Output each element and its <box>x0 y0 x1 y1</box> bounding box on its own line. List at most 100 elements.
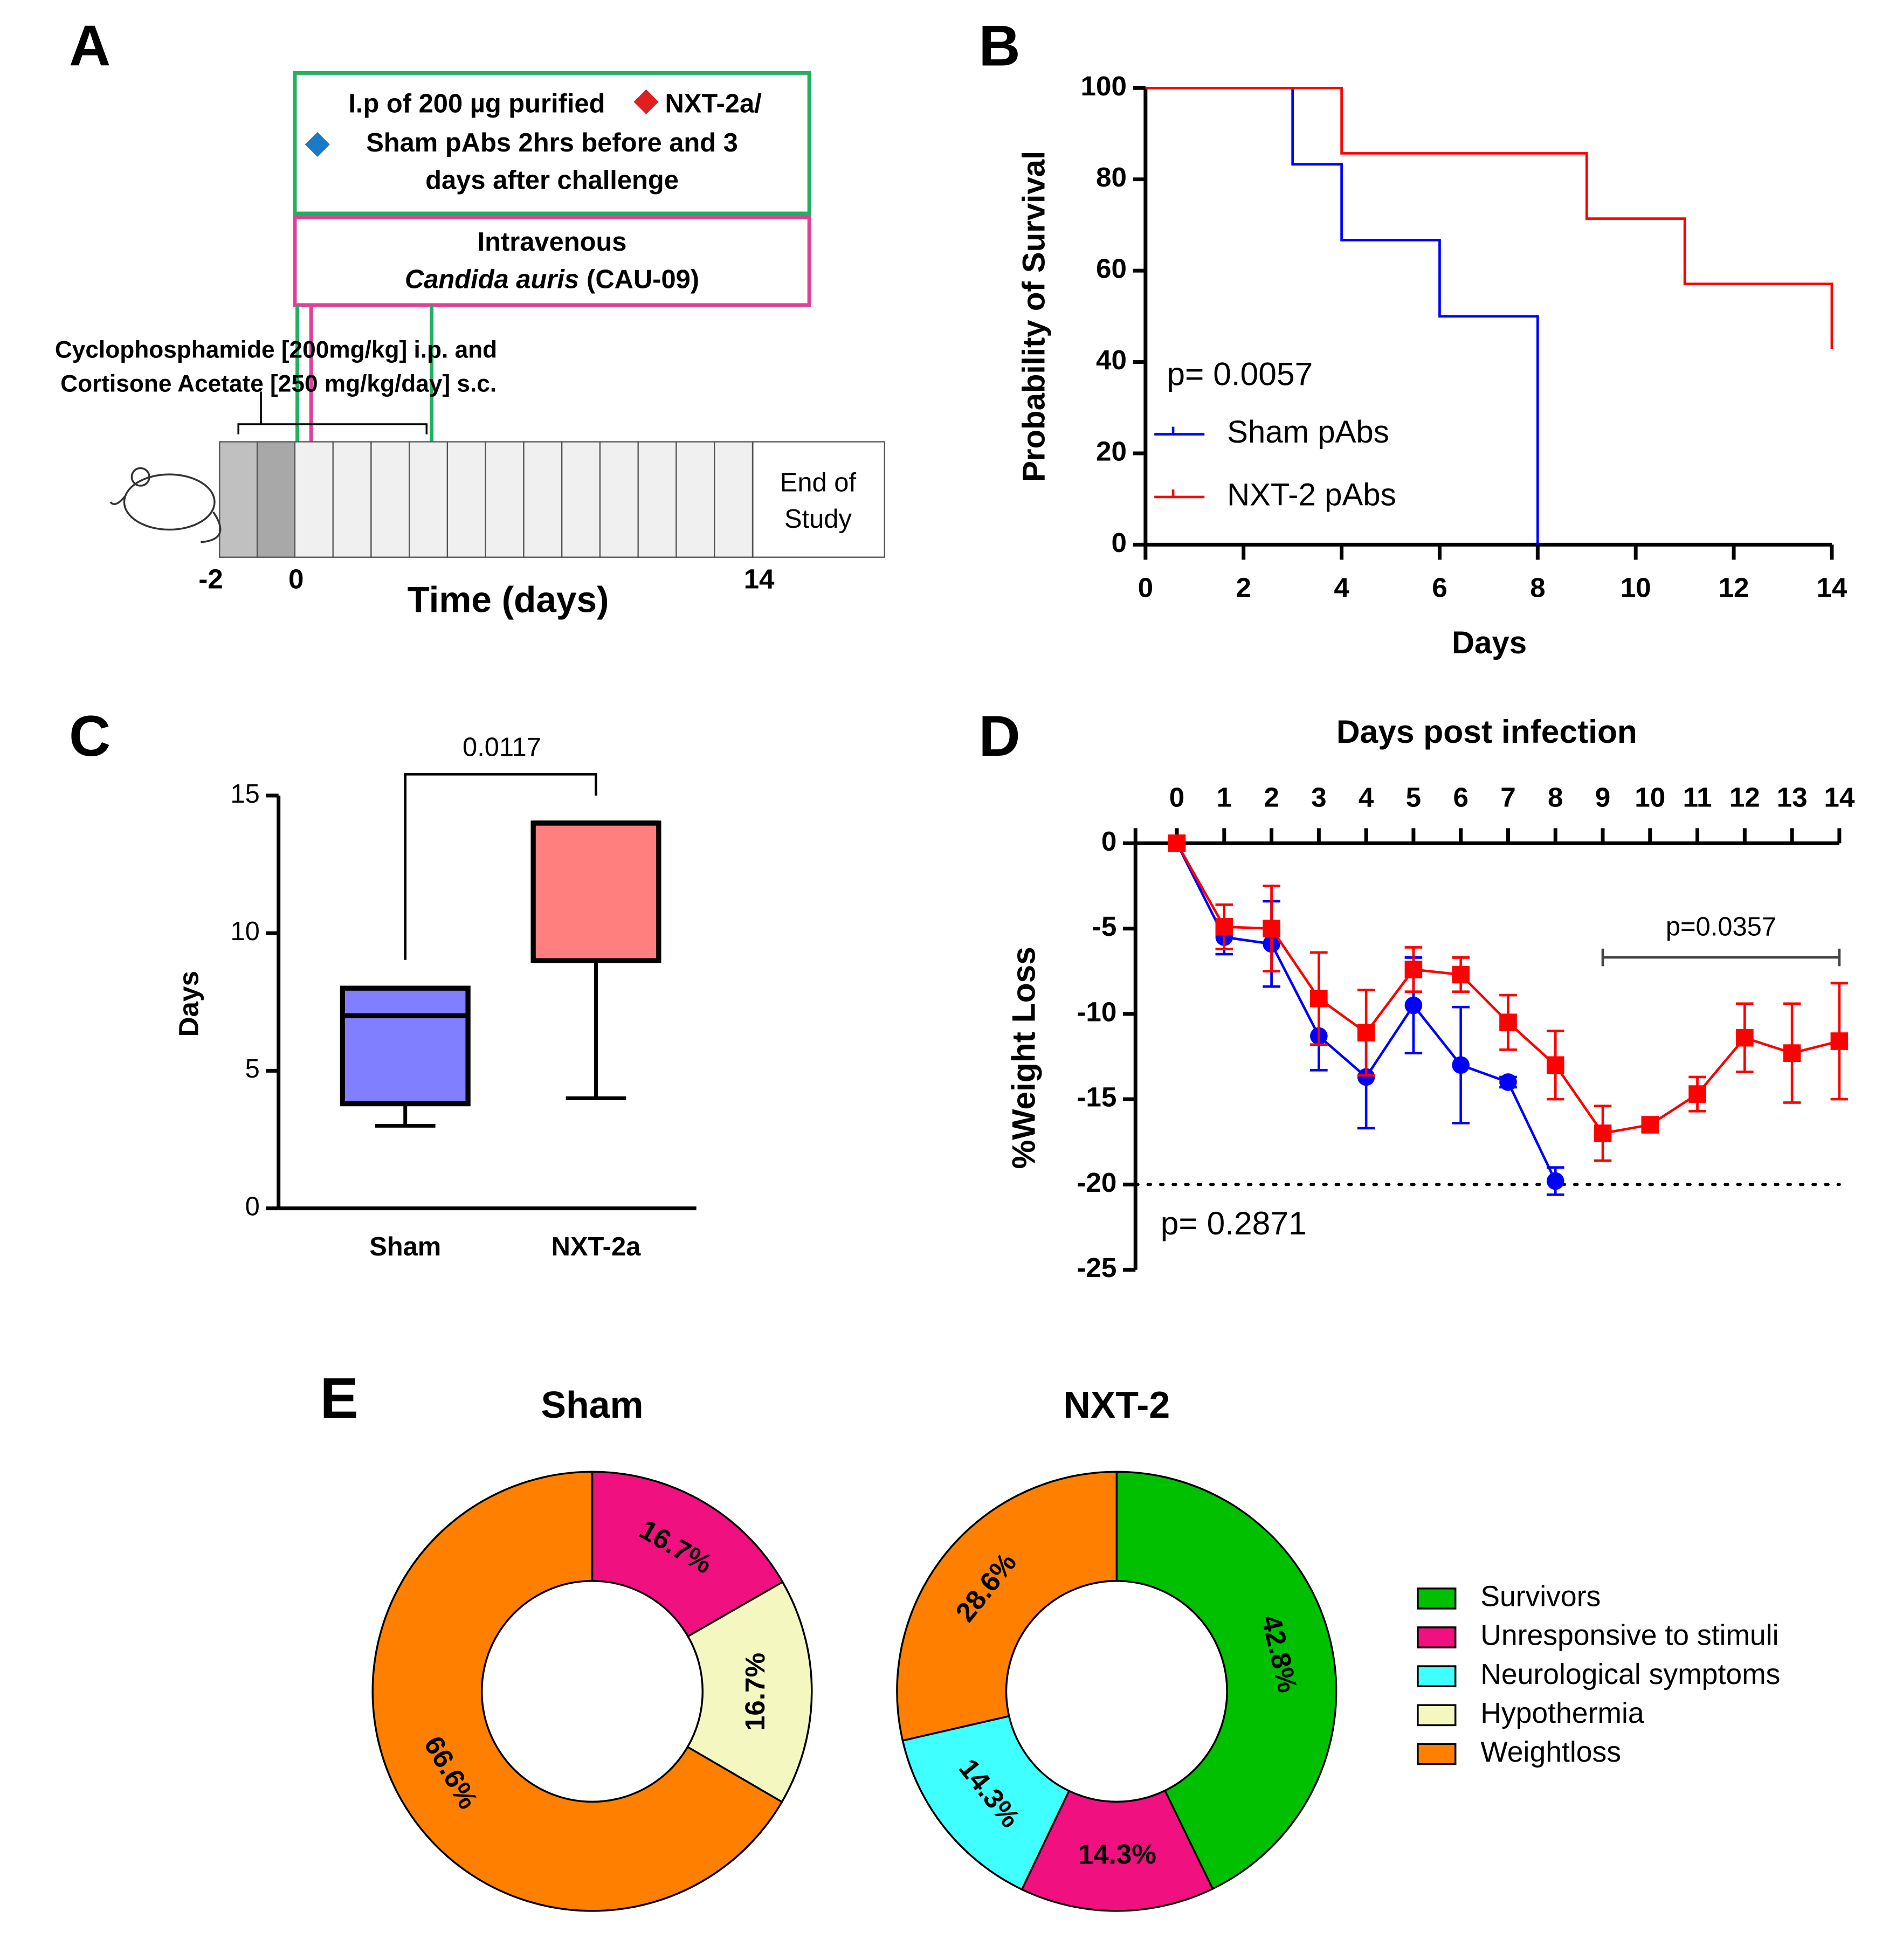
x-tick-label: 0 <box>1138 572 1153 603</box>
x-tick-label: 9 <box>1595 782 1610 812</box>
x-tick-label: 14 <box>1816 572 1847 603</box>
y-tick-label: 15 <box>230 779 259 809</box>
blue-diamond <box>305 132 330 157</box>
panel-label: C <box>69 703 111 768</box>
legend-label: NXT-2 pAbs <box>1227 477 1396 512</box>
y-tick-label: -20 <box>1077 1167 1116 1198</box>
slice-label: 14.3% <box>1078 1839 1156 1869</box>
donut-slice <box>1021 1789 1214 1912</box>
y-axis-label: %Weight Loss <box>1005 947 1042 1169</box>
cell <box>409 441 449 558</box>
legend-label: Hypothermia <box>1480 1697 1644 1729</box>
marker <box>1404 961 1423 978</box>
survival-line <box>1145 86 1539 545</box>
y-tick-label: 20 <box>1096 436 1127 467</box>
donut-title: NXT-2 <box>1063 1384 1170 1426</box>
x-tick-label: 7 <box>1500 782 1515 812</box>
y-tick-label: 5 <box>245 1054 260 1083</box>
donut-slice <box>371 1471 783 1912</box>
x-tick-label: 13 <box>1777 782 1808 812</box>
cell <box>370 441 410 558</box>
treatment-text: I.p of 200 µg purified <box>348 89 605 119</box>
y-tick-label: -25 <box>1077 1252 1116 1283</box>
cell <box>256 441 296 558</box>
survival-line <box>1145 86 1833 349</box>
x-tick-label: 4 <box>1334 572 1349 603</box>
challenge-text: Candida auris (CAU-09) <box>405 265 699 294</box>
treatment-text: Sham pAbs 2hrs before and 3 <box>366 128 738 157</box>
x-tick-label: 3 <box>1311 782 1326 812</box>
y-tick-label: -5 <box>1092 911 1117 942</box>
x-tick-label: 12 <box>1719 572 1749 603</box>
y-axis-label: Probability of Survival <box>1017 151 1052 482</box>
x-axis-label: Days <box>1452 625 1527 660</box>
marker <box>1546 1172 1564 1190</box>
x-tick-label: 10 <box>1635 782 1665 812</box>
y-tick-label: -15 <box>1077 1082 1116 1113</box>
end-text: Study <box>784 505 852 534</box>
x-tick-label: 10 <box>1621 572 1651 603</box>
marker <box>1452 1056 1470 1074</box>
cell <box>332 441 372 558</box>
y-tick-label: 10 <box>230 917 259 946</box>
donut-title: Sham <box>541 1384 643 1426</box>
box <box>530 820 661 963</box>
timeline-diagram <box>109 71 885 558</box>
marker <box>1357 1024 1375 1041</box>
cell <box>485 441 525 558</box>
x-tick-label: Sham <box>369 1232 441 1261</box>
annotation: p=0.0357 <box>1666 912 1776 941</box>
marker <box>1168 834 1186 852</box>
treatment-text: days after challenge <box>425 166 679 195</box>
time-tick-label: 0 <box>288 563 304 594</box>
panel-label: A <box>69 13 111 78</box>
x-tick-label: 5 <box>1406 782 1421 812</box>
x-tick-label: 2 <box>1236 572 1251 603</box>
cell <box>523 441 563 558</box>
marker <box>1594 1124 1612 1142</box>
red-diamond <box>633 89 659 114</box>
panel-label: D <box>978 703 1020 768</box>
slice-label: 16.7% <box>740 1653 770 1731</box>
panel-label: E <box>320 1366 358 1431</box>
cell <box>446 441 486 558</box>
bracket <box>237 423 428 434</box>
marker <box>1736 1029 1754 1047</box>
x-tick-label: 11 <box>1683 782 1712 812</box>
marker <box>1641 1116 1659 1134</box>
legend-label: Weightloss <box>1480 1736 1621 1768</box>
legend-swatch <box>1417 1665 1457 1688</box>
donut-slice <box>896 1471 1118 1742</box>
box <box>340 985 471 1107</box>
legend-swatch <box>1417 1588 1457 1610</box>
legend-label: Unresponsive to stimuli <box>1480 1620 1778 1652</box>
regimen-text: Cortisone Acetate [250 mg/kg/day] s.c. <box>60 371 497 397</box>
end-text: End of <box>780 468 857 498</box>
regimen-text: Cyclophosphamide [200mg/kg] i.p. and <box>55 337 497 363</box>
donut-slice <box>591 1471 784 1638</box>
x-tick-label: 8 <box>1548 782 1563 812</box>
annotation: p= 0.2871 <box>1161 1205 1307 1241</box>
annotation: 0.0117 <box>463 733 541 762</box>
y-tick-label: 0 <box>1111 527 1126 558</box>
significance-bracket <box>404 772 597 960</box>
strain: (CAU-09) <box>587 265 699 294</box>
treatment-text: NXT-2a/ <box>665 89 762 119</box>
legend-label: Sham pAbs <box>1227 415 1389 450</box>
y-tick-label: 80 <box>1096 162 1127 192</box>
legend-swatch <box>1417 1743 1457 1765</box>
donut-slice <box>901 1715 1071 1891</box>
cell <box>675 441 715 558</box>
marker <box>1404 996 1423 1014</box>
x-tick-label: 12 <box>1729 782 1760 812</box>
mouse-icon <box>109 467 222 543</box>
cell <box>714 441 754 558</box>
time-axis-label: Time (days) <box>408 579 609 620</box>
challenge-box <box>293 215 811 307</box>
x-tick-label: 8 <box>1530 572 1545 603</box>
x-tick-label: 0 <box>1169 782 1184 812</box>
organism: Candida auris <box>405 265 579 294</box>
time-tick-label: 14 <box>744 563 775 594</box>
panel-label: B <box>978 13 1020 78</box>
